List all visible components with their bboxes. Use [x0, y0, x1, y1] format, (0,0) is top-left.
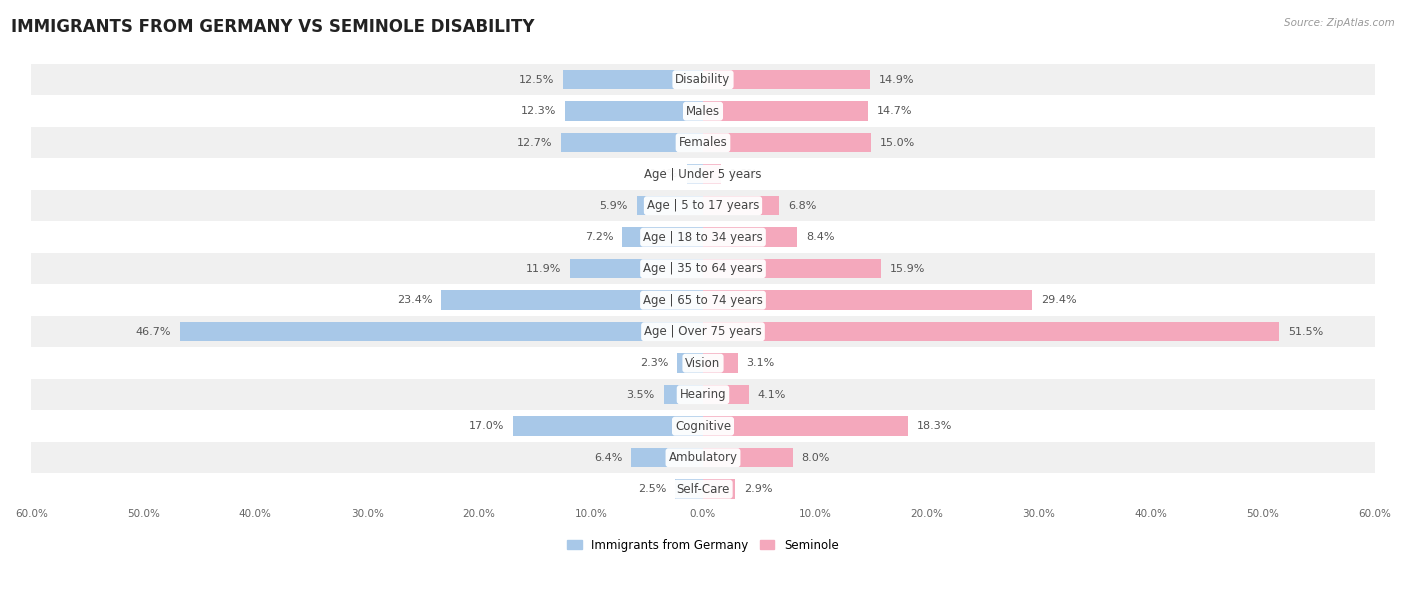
Text: Disability: Disability	[675, 73, 731, 86]
Bar	[637, 196, 703, 215]
Bar	[703, 448, 793, 468]
Text: 15.0%: 15.0%	[880, 138, 915, 147]
Bar	[703, 228, 797, 247]
Bar	[31, 190, 1375, 222]
Bar	[513, 416, 703, 436]
Bar	[31, 379, 1375, 411]
Bar	[703, 196, 779, 215]
Text: Males: Males	[686, 105, 720, 118]
Bar	[703, 291, 1032, 310]
Bar	[180, 322, 703, 341]
Text: 23.4%: 23.4%	[396, 295, 432, 305]
Bar	[441, 291, 703, 310]
Text: 6.4%: 6.4%	[595, 453, 623, 463]
Text: 11.9%: 11.9%	[526, 264, 561, 274]
Bar	[31, 253, 1375, 285]
Text: Cognitive: Cognitive	[675, 420, 731, 433]
Text: 2.9%: 2.9%	[744, 484, 773, 494]
Bar	[31, 411, 1375, 442]
Text: IMMIGRANTS FROM GERMANY VS SEMINOLE DISABILITY: IMMIGRANTS FROM GERMANY VS SEMINOLE DISA…	[11, 18, 534, 36]
Text: 8.4%: 8.4%	[806, 232, 835, 242]
Bar	[678, 353, 703, 373]
Bar	[703, 385, 749, 405]
Text: 4.1%: 4.1%	[758, 390, 786, 400]
Bar	[703, 416, 908, 436]
Bar	[562, 70, 703, 89]
Bar	[703, 353, 738, 373]
Bar	[31, 474, 1375, 505]
Bar	[31, 348, 1375, 379]
Bar	[703, 322, 1279, 341]
Bar	[31, 127, 1375, 159]
Bar	[703, 70, 870, 89]
Text: 46.7%: 46.7%	[136, 327, 172, 337]
Bar	[569, 259, 703, 278]
Bar	[31, 64, 1375, 95]
Bar	[565, 102, 703, 121]
Text: 3.1%: 3.1%	[747, 358, 775, 368]
Text: 2.3%: 2.3%	[640, 358, 668, 368]
Bar	[703, 259, 882, 278]
Text: 3.5%: 3.5%	[627, 390, 655, 400]
Bar	[703, 165, 721, 184]
Bar	[703, 133, 870, 152]
Text: 14.9%: 14.9%	[879, 75, 914, 84]
Bar	[664, 385, 703, 405]
Bar	[561, 133, 703, 152]
Bar	[703, 479, 735, 499]
Text: Self-Care: Self-Care	[676, 483, 730, 496]
Text: Hearing: Hearing	[679, 388, 727, 401]
Text: 1.4%: 1.4%	[650, 169, 678, 179]
Text: 17.0%: 17.0%	[468, 421, 503, 431]
Bar	[31, 222, 1375, 253]
Bar	[675, 479, 703, 499]
Text: Age | 65 to 74 years: Age | 65 to 74 years	[643, 294, 763, 307]
Legend: Immigrants from Germany, Seminole: Immigrants from Germany, Seminole	[562, 534, 844, 556]
Bar	[31, 95, 1375, 127]
Bar	[631, 448, 703, 468]
Bar	[31, 442, 1375, 474]
Text: Source: ZipAtlas.com: Source: ZipAtlas.com	[1284, 18, 1395, 28]
Text: 14.7%: 14.7%	[876, 106, 912, 116]
Text: Age | Over 75 years: Age | Over 75 years	[644, 325, 762, 338]
Text: Females: Females	[679, 136, 727, 149]
Bar	[623, 228, 703, 247]
Text: Age | 18 to 34 years: Age | 18 to 34 years	[643, 231, 763, 244]
Bar	[31, 159, 1375, 190]
Text: 1.6%: 1.6%	[730, 169, 758, 179]
Text: 18.3%: 18.3%	[917, 421, 952, 431]
Bar	[31, 316, 1375, 348]
Bar	[703, 102, 868, 121]
Bar	[688, 165, 703, 184]
Bar	[31, 285, 1375, 316]
Text: Age | 35 to 64 years: Age | 35 to 64 years	[643, 262, 763, 275]
Text: 8.0%: 8.0%	[801, 453, 830, 463]
Text: 7.2%: 7.2%	[585, 232, 613, 242]
Text: Ambulatory: Ambulatory	[668, 451, 738, 464]
Text: 29.4%: 29.4%	[1040, 295, 1077, 305]
Text: 5.9%: 5.9%	[599, 201, 628, 211]
Text: 15.9%: 15.9%	[890, 264, 925, 274]
Text: Vision: Vision	[685, 357, 721, 370]
Text: 6.8%: 6.8%	[789, 201, 817, 211]
Text: 12.3%: 12.3%	[522, 106, 557, 116]
Text: 51.5%: 51.5%	[1288, 327, 1323, 337]
Text: Age | Under 5 years: Age | Under 5 years	[644, 168, 762, 181]
Text: 2.5%: 2.5%	[638, 484, 666, 494]
Text: 12.7%: 12.7%	[516, 138, 553, 147]
Text: 12.5%: 12.5%	[519, 75, 554, 84]
Text: Age | 5 to 17 years: Age | 5 to 17 years	[647, 199, 759, 212]
